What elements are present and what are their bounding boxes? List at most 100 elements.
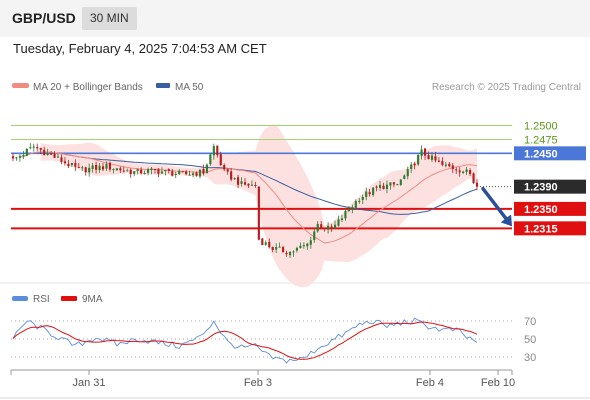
candle xyxy=(32,143,35,152)
candle xyxy=(330,223,333,232)
candle xyxy=(378,180,382,191)
candle xyxy=(46,148,49,156)
ma20-line xyxy=(19,151,478,244)
level-label-text: 1.2475 xyxy=(524,134,558,146)
candle xyxy=(271,246,274,253)
candle xyxy=(385,180,389,194)
candle xyxy=(302,242,305,249)
candle xyxy=(368,188,371,197)
candle xyxy=(150,166,153,175)
candle xyxy=(119,166,122,173)
candle xyxy=(240,177,243,187)
candle xyxy=(430,152,434,163)
x-tick-label: Feb 4 xyxy=(416,377,444,389)
level-label-text: 1.2390 xyxy=(524,182,558,194)
candle xyxy=(448,162,451,168)
candle xyxy=(282,245,285,253)
rsi-ma-legend-swatch xyxy=(61,296,77,301)
candle xyxy=(465,166,468,176)
level-label-box xyxy=(514,221,586,236)
candle xyxy=(327,222,330,234)
rsi-legend: RSI 9MA xyxy=(12,294,103,305)
ma50-line xyxy=(19,151,478,215)
candle xyxy=(306,242,309,250)
candle xyxy=(410,162,413,174)
candle xyxy=(285,250,288,257)
top-bar: GBP/USD 30 MIN xyxy=(0,0,590,37)
candle xyxy=(160,167,163,174)
candle xyxy=(406,166,409,180)
rsi-tick-label: 70 xyxy=(524,316,536,328)
candle xyxy=(333,220,337,230)
candle xyxy=(250,180,253,187)
candle xyxy=(475,179,479,191)
rsi-legend-label: RSI xyxy=(33,294,50,305)
candle xyxy=(25,148,28,157)
candle xyxy=(347,206,350,213)
level-label-box xyxy=(514,179,586,194)
candle xyxy=(167,168,170,174)
candle xyxy=(455,167,458,174)
rsi-grid: 70 50 30 xyxy=(11,316,536,364)
candle xyxy=(313,229,316,243)
candle xyxy=(115,167,118,172)
candle xyxy=(320,220,323,230)
candle xyxy=(60,154,63,165)
candle xyxy=(337,215,340,227)
x-tick-label: Jan 31 xyxy=(72,377,105,389)
candle xyxy=(413,161,416,170)
candle xyxy=(133,171,136,177)
candle xyxy=(261,237,264,246)
candle xyxy=(351,204,354,214)
candle xyxy=(382,182,385,190)
candle xyxy=(95,161,98,174)
candle xyxy=(181,170,184,173)
ma50-legend-label: MA 50 xyxy=(175,82,204,93)
candle xyxy=(247,183,250,188)
candle xyxy=(361,194,364,205)
level-label-box xyxy=(514,201,586,216)
candle xyxy=(195,171,198,177)
rsi-ma-legend-label: 9MA xyxy=(82,294,103,305)
credit-text: Research © 2025 Trading Central xyxy=(432,82,581,93)
candle xyxy=(268,238,271,249)
forecast-arrow-head xyxy=(500,214,512,227)
candle xyxy=(77,162,80,169)
candle xyxy=(146,167,150,176)
level-label-text: 1.2350 xyxy=(524,204,558,216)
candle xyxy=(278,242,281,248)
symbol-title: GBP/USD xyxy=(12,10,76,26)
candle xyxy=(340,214,344,223)
candle xyxy=(299,242,302,249)
candle xyxy=(53,151,56,159)
x-tick-label: Feb 10 xyxy=(481,377,515,389)
x-tick-label: Feb 3 xyxy=(244,377,272,389)
ma20-legend-label: MA 20 + Bollinger Bands xyxy=(33,82,143,93)
candle xyxy=(22,150,25,160)
candle xyxy=(230,167,233,182)
candle xyxy=(309,236,312,249)
candle xyxy=(56,153,60,158)
candle xyxy=(434,151,437,163)
candle xyxy=(209,153,212,166)
candle xyxy=(226,168,229,175)
candle xyxy=(469,168,472,176)
candle xyxy=(122,166,125,173)
candle xyxy=(36,143,39,152)
candle xyxy=(451,163,454,174)
candle xyxy=(462,170,465,175)
candle xyxy=(164,169,167,176)
candle xyxy=(15,157,18,161)
candle xyxy=(84,166,87,176)
timeframe-button[interactable]: 30 MIN xyxy=(82,7,137,30)
candle xyxy=(198,169,202,179)
forecast-arrow-shaft xyxy=(481,186,508,221)
candle xyxy=(63,157,67,166)
candle xyxy=(392,181,395,188)
candle xyxy=(403,174,406,180)
datetime-stamp: Tuesday, February 4, 2025 7:04:53 AM CET xyxy=(13,41,267,56)
candle xyxy=(375,185,378,192)
candle xyxy=(427,151,430,160)
candle xyxy=(171,168,174,177)
